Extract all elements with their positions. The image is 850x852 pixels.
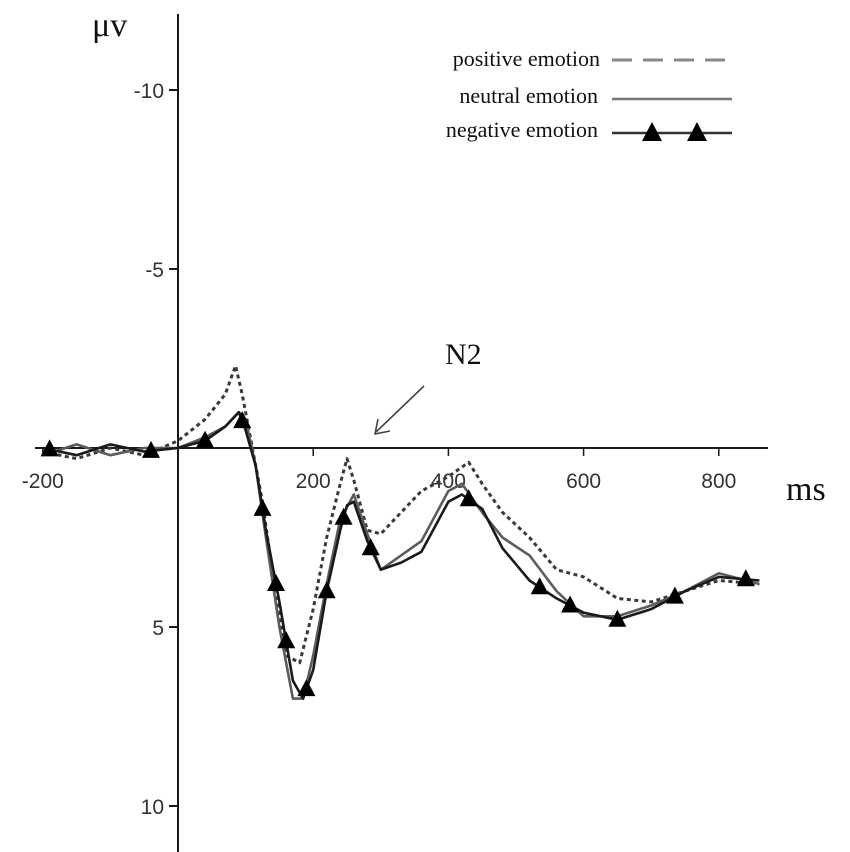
triangle-marker xyxy=(142,440,160,458)
legend-label-negative: negative emotion xyxy=(446,117,598,142)
triangle-marker xyxy=(361,538,380,556)
x-tick-label: -200 xyxy=(22,470,64,493)
n2-arrow-head xyxy=(373,418,391,436)
triangle-marker xyxy=(40,439,59,457)
triangle-marker xyxy=(459,489,478,507)
legend-label-positive: positive emotion xyxy=(453,46,600,71)
legend-triangle-marker xyxy=(642,122,662,141)
x-tick-label: 600 xyxy=(566,470,601,493)
series-negative-emotion xyxy=(42,410,760,700)
triangle-marker xyxy=(530,577,549,595)
triangle-marker xyxy=(334,507,353,525)
y-tick-label: 5 xyxy=(152,617,164,640)
x-tick-label: 800 xyxy=(701,470,736,493)
triangle-marker xyxy=(297,679,316,697)
y-axis-label: μv xyxy=(92,7,127,44)
legend-item-negative: negative emotion xyxy=(446,117,732,142)
n2-arrow-shaft xyxy=(375,385,425,433)
triangle-marker xyxy=(233,411,252,429)
triangle-marker xyxy=(665,586,684,604)
triangle-marker xyxy=(267,574,285,591)
x-ticks: -200 200 400 600 800 xyxy=(22,448,736,493)
y-tick-label: -10 xyxy=(134,80,164,103)
triangle-marker xyxy=(317,581,336,599)
series-group xyxy=(42,364,760,700)
negative-emotion-markers xyxy=(40,411,755,697)
triangle-marker xyxy=(277,631,296,649)
triangle-marker xyxy=(608,609,627,627)
y-ticks: -10 -5 5 10 xyxy=(134,80,178,819)
n2-label: N2 xyxy=(445,338,482,371)
triangle-marker xyxy=(253,498,272,516)
legend-item-neutral: neutral emotion xyxy=(459,83,732,108)
legend-item-positive: positive emotion xyxy=(453,46,732,71)
triangle-marker xyxy=(196,430,214,448)
x-tick-label: 200 xyxy=(296,470,331,493)
n2-annotation: N2 xyxy=(373,338,482,436)
legend-triangle-marker xyxy=(687,122,707,141)
y-tick-label: -5 xyxy=(145,259,164,282)
x-axis-label: ms xyxy=(786,471,826,508)
legend: positive emotion neutral emotion negativ… xyxy=(446,46,732,142)
series-positive-emotion xyxy=(42,364,760,665)
legend-label-neutral: neutral emotion xyxy=(459,83,598,108)
triangle-marker xyxy=(561,595,580,613)
y-tick-label: 10 xyxy=(141,796,164,819)
triangle-marker xyxy=(736,569,755,587)
